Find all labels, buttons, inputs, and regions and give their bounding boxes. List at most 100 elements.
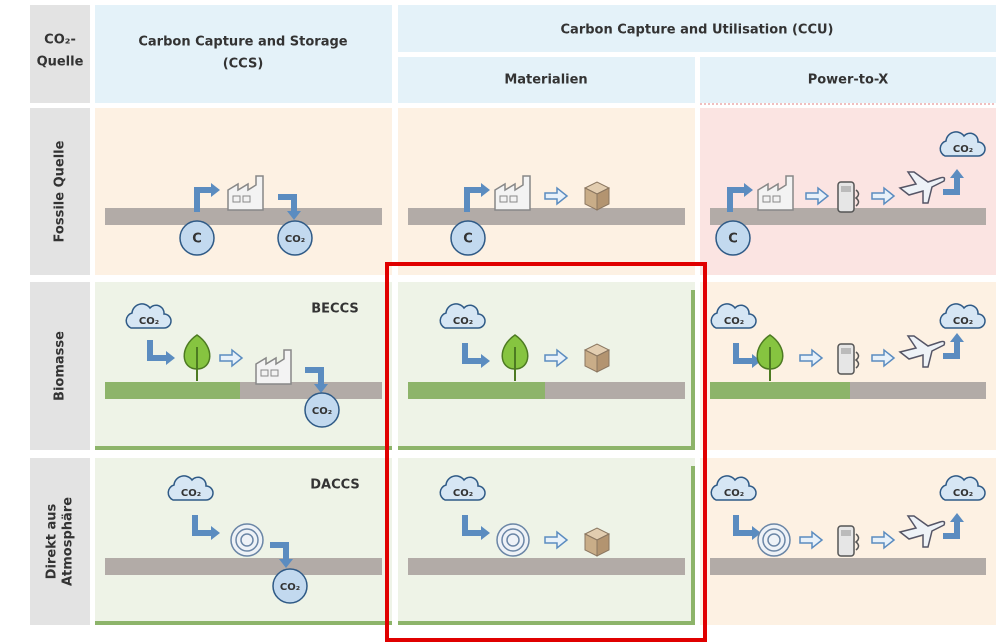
cloud (125, 303, 172, 329)
header-cell (398, 57, 695, 103)
cloud-label: CO₂ (953, 316, 973, 327)
fuel-pump-screen (841, 186, 851, 192)
cloud-label: CO₂ (724, 488, 744, 499)
arrowhead (211, 183, 220, 197)
factory-window (270, 369, 279, 377)
ground (710, 382, 850, 399)
ground (710, 208, 986, 225)
arrow (799, 530, 824, 550)
header-cell (398, 5, 996, 52)
arrow (544, 530, 569, 550)
fan (762, 528, 786, 552)
disc (277, 220, 313, 256)
arrowhead (166, 351, 175, 365)
ground (105, 558, 382, 575)
arrowhead (314, 384, 328, 393)
disc-label: CO₂ (285, 234, 305, 245)
label: (CCS) (223, 57, 264, 72)
arrow (192, 515, 211, 536)
arrow (733, 515, 752, 536)
cloud (439, 303, 486, 329)
fuel-pump-screen (841, 530, 851, 536)
arrowhead (287, 211, 301, 220)
ground (710, 558, 986, 575)
ground (105, 208, 382, 225)
ground (850, 382, 986, 399)
cloud (710, 475, 757, 501)
arrow (462, 343, 481, 364)
cloud-label: CO₂ (181, 488, 201, 499)
arrow (194, 187, 211, 212)
cloud-label: CO₂ (453, 488, 473, 499)
fan (767, 533, 781, 547)
ground (240, 382, 382, 399)
cloud-label: CO₂ (953, 488, 973, 499)
fuel-hose (854, 533, 860, 551)
arrow (219, 348, 244, 368)
factory-window (762, 195, 771, 203)
cloud-label: CO₂ (139, 316, 159, 327)
arrowhead (950, 333, 964, 342)
arrow (799, 348, 824, 368)
fan (506, 533, 520, 547)
cell (398, 282, 695, 450)
fuel-hose (854, 351, 860, 369)
label: Atmosphäre (61, 497, 76, 586)
ground (545, 382, 685, 399)
cell-border (95, 446, 392, 450)
arrow (147, 340, 166, 361)
factory-window (772, 195, 781, 203)
arrow (943, 178, 960, 195)
highlight-frame (385, 262, 707, 642)
disc-label: C (463, 232, 473, 247)
label: Carbon Capture and Storage (138, 35, 347, 50)
cloud (939, 475, 986, 501)
fan (501, 528, 525, 552)
arrowhead (744, 183, 753, 197)
disc-label: CO₂ (312, 406, 332, 417)
factory-window (232, 195, 241, 203)
ground (408, 558, 685, 575)
row-header (30, 108, 90, 275)
disc (272, 568, 308, 604)
ground (408, 382, 545, 399)
label: Carbon Capture and Utilisation (CCU) (561, 23, 834, 38)
cloud (939, 131, 986, 157)
cloud-label: CO₂ (953, 144, 973, 155)
label: Direkt aus (45, 503, 60, 579)
cloud (439, 475, 486, 501)
arrow (278, 194, 297, 211)
cloud (710, 303, 757, 329)
cell-border (398, 621, 695, 625)
arrow (871, 530, 896, 550)
plane (898, 335, 946, 368)
cell-border (398, 446, 695, 450)
header-cell (700, 57, 996, 103)
arrow (943, 522, 960, 539)
cell-border (691, 290, 695, 450)
ground (408, 208, 685, 225)
cloud-label: CO₂ (724, 316, 744, 327)
factory-window (509, 195, 518, 203)
arrowhead (950, 169, 964, 178)
disc-label: CO₂ (280, 582, 300, 593)
label: CO₂- (44, 33, 76, 48)
arrow (727, 187, 744, 212)
arrow (544, 348, 569, 368)
arrow (544, 186, 569, 206)
plane (898, 171, 946, 204)
label: BECCS (311, 302, 358, 317)
cell-border (95, 621, 392, 625)
factory-window (242, 195, 251, 203)
plane (898, 515, 946, 548)
header-cell (95, 5, 392, 103)
label: Fossile Quelle (53, 140, 68, 242)
arrow (733, 343, 752, 364)
arrow (871, 186, 896, 206)
fuel-pump-screen (841, 348, 851, 354)
label: Quelle (37, 55, 84, 70)
factory-window (260, 369, 269, 377)
arrow (270, 542, 289, 559)
arrowhead (481, 526, 490, 540)
box (596, 187, 610, 211)
